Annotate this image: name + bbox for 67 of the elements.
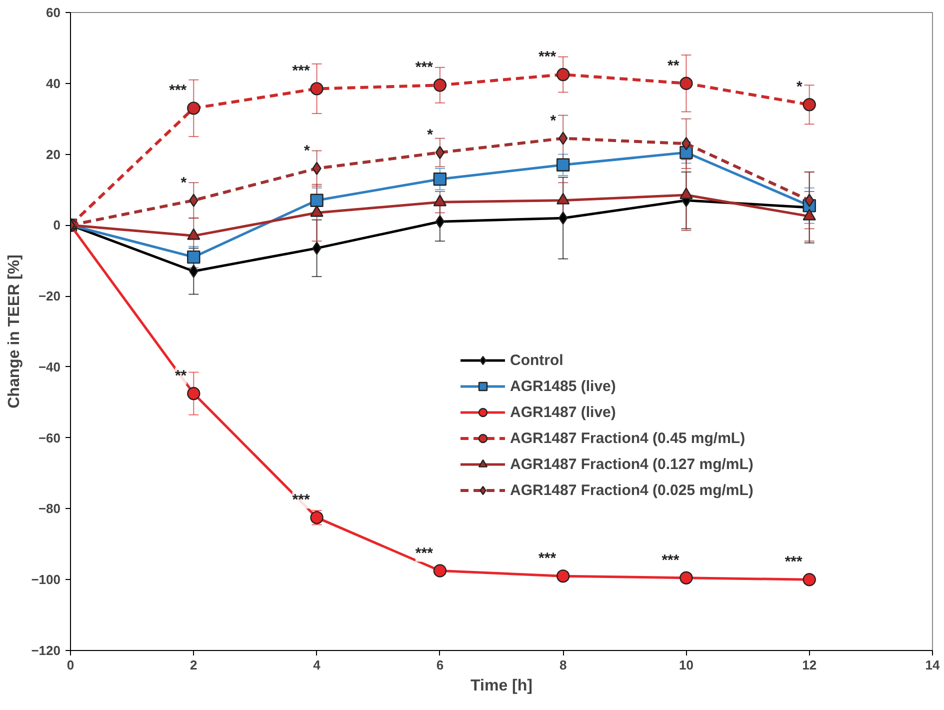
point bbox=[556, 68, 570, 82]
point bbox=[187, 386, 200, 400]
y-tick-label: 40 bbox=[46, 76, 61, 91]
point bbox=[189, 264, 198, 278]
y-axis-title: Change in TEER [%] bbox=[6, 254, 24, 408]
y-tick-label: −20 bbox=[38, 288, 61, 304]
x-tick-label: 4 bbox=[313, 658, 322, 672]
x-tick-label: 8 bbox=[559, 658, 567, 672]
point bbox=[187, 102, 200, 115]
legend-label: Control bbox=[510, 352, 564, 368]
point bbox=[310, 194, 324, 207]
point bbox=[187, 250, 200, 264]
annotation: *** bbox=[662, 552, 680, 569]
annotation: *** bbox=[292, 62, 310, 80]
annotation: ** bbox=[668, 57, 680, 74]
point bbox=[556, 158, 570, 172]
legend-label: AGR1487 (live) bbox=[510, 404, 616, 420]
annotation: *** bbox=[538, 550, 556, 568]
x-tick-label: 2 bbox=[190, 658, 198, 672]
point bbox=[556, 569, 570, 583]
point bbox=[802, 573, 816, 586]
annotation: * bbox=[304, 142, 310, 160]
point bbox=[189, 194, 198, 207]
annotation: *** bbox=[415, 544, 434, 562]
point bbox=[435, 146, 445, 160]
x-tick-label: 14 bbox=[925, 658, 940, 672]
legend-label: AGR1487 Fraction4 (0.025 mg/mL) bbox=[510, 482, 754, 498]
annotation: * bbox=[796, 78, 803, 96]
point bbox=[312, 242, 322, 255]
point bbox=[433, 78, 447, 92]
point bbox=[435, 215, 445, 228]
y-tick-label: −120 bbox=[31, 643, 61, 658]
point bbox=[682, 137, 691, 150]
point bbox=[680, 188, 693, 200]
legend-label: AGR1487 Fraction4 (0.127 mg/mL) bbox=[510, 456, 754, 472]
y-tick-label: −40 bbox=[38, 359, 61, 374]
y-tick-label: 60 bbox=[46, 5, 61, 20]
x-tick-label: 6 bbox=[436, 658, 444, 672]
y-tick-label: −100 bbox=[31, 572, 61, 588]
annotation: * bbox=[550, 112, 556, 130]
point bbox=[804, 194, 814, 207]
x-tick-label: 12 bbox=[802, 658, 817, 672]
point bbox=[680, 571, 693, 584]
point bbox=[680, 76, 693, 90]
annotation: *** bbox=[538, 48, 556, 66]
point bbox=[802, 98, 816, 112]
annotation: *** bbox=[784, 554, 803, 571]
annotation: *** bbox=[292, 492, 310, 509]
point bbox=[558, 132, 568, 145]
point bbox=[433, 172, 447, 186]
y-tick-label: 0 bbox=[53, 218, 61, 233]
x-tick-label: 10 bbox=[678, 658, 694, 672]
x-axis-title: Time [h] bbox=[470, 678, 532, 694]
y-tick-label: −60 bbox=[38, 430, 61, 446]
point bbox=[310, 82, 324, 96]
annotation: ** bbox=[174, 368, 187, 385]
legend-label: AGR1485 (live) bbox=[510, 378, 616, 394]
y-tick-label: 20 bbox=[46, 146, 61, 162]
x-tick-label: 0 bbox=[66, 658, 74, 672]
y-tick-label: −80 bbox=[38, 501, 61, 516]
annotation: *** bbox=[169, 82, 187, 100]
annotation: * bbox=[180, 174, 187, 192]
legend-label: AGR1487 Fraction4 (0.45 mg/mL) bbox=[510, 430, 746, 446]
point bbox=[433, 564, 447, 578]
point bbox=[558, 211, 568, 225]
annotation: *** bbox=[415, 59, 434, 76]
annotation: * bbox=[427, 126, 434, 144]
